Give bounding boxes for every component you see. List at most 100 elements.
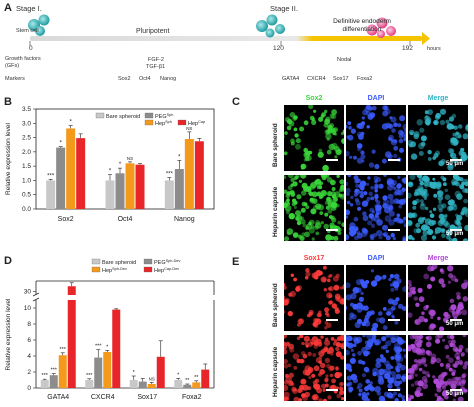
significance-label: ** [185, 378, 190, 384]
legend-swatch-0 [91, 258, 101, 265]
significance-label: * [119, 162, 122, 168]
gf-line2: (GFs) [5, 63, 20, 69]
timeline-arrowhead [422, 32, 430, 45]
cell-nuclei [408, 175, 468, 241]
hours-label: hours [427, 46, 441, 52]
scale-bar [388, 389, 400, 391]
micrograph-sox2-bare [284, 105, 344, 171]
panel-letter-b: B [4, 96, 12, 108]
significance-label: * [106, 344, 109, 350]
micrograph-bg [346, 105, 406, 171]
bar [66, 128, 76, 209]
significance-label: *** [86, 373, 93, 379]
chart-d: 0 2 4 6 8 10 30 Relative expression level GATA4 C… [5, 258, 215, 401]
bar [183, 384, 192, 388]
marker-oct4: Oct4 [139, 76, 151, 82]
significance-label: * [133, 370, 136, 376]
bar [40, 380, 49, 388]
micrograph-dapi-bare [346, 105, 406, 171]
row-header-heparin-capsule: Heparin capsule [272, 346, 279, 397]
significance-label: *** [42, 373, 49, 379]
y-tick-label: 3.0 [22, 120, 31, 127]
scale-bar [450, 389, 462, 391]
cell-nuclei [346, 335, 406, 401]
cell-nuclei [408, 265, 468, 331]
legend-sup-1: Sph-Dev [166, 259, 181, 263]
scale-bar-label: 50 μm [446, 161, 464, 167]
significance-label: * [59, 141, 62, 147]
row-header-heparin-capsule: Heparin capsule [272, 186, 279, 237]
column-header-sox17: Sox17 [303, 255, 325, 262]
cell-nuclei [408, 108, 468, 171]
cell-nuclei [284, 335, 344, 401]
marker-gata4: GATA4 [282, 76, 300, 82]
y-tick-label: 8 [27, 321, 31, 328]
bar [147, 384, 156, 388]
endoderm-label: Definitive endoderm differentiation [312, 18, 412, 34]
legend-label-1: PEGSph-Dev [154, 259, 180, 266]
markers-label: Markers [5, 76, 25, 82]
bar [103, 352, 112, 388]
gf-stage1-tgf: TGF-β1 [146, 64, 166, 70]
bar [56, 147, 66, 209]
stage2-cell-cluster [256, 14, 285, 38]
legend-sup-2: Sph [165, 120, 172, 124]
bar [184, 139, 194, 209]
legend-label-0: Bare spheroid [106, 114, 140, 120]
marker-cxcr4: CXCR4 [307, 76, 326, 82]
y-tick-label: 10 [24, 305, 32, 312]
legend-swatch-3 [177, 119, 187, 126]
marker-foxa2: Foxa2 [357, 76, 373, 82]
scale-bar-label: 50 μm [446, 391, 464, 397]
bar [138, 381, 147, 388]
x-tick-label: Sox17 [137, 394, 157, 401]
gf-stage2-nodal: Nodal [337, 57, 352, 63]
significance-label: * [109, 169, 112, 175]
x-tick-label: Nanog [174, 216, 195, 223]
scale-bar [388, 159, 400, 161]
legend-swatch-2 [144, 119, 154, 126]
micrograph-sox17-bare [284, 265, 344, 331]
gf-line1: Growth factors [5, 56, 41, 62]
bar [129, 380, 138, 388]
panel-letter-d: D [4, 255, 12, 267]
scale-bar [326, 229, 338, 231]
significance-label: *** [166, 172, 174, 178]
endoderm-cell-cluster [366, 17, 396, 38]
cell-nuclei [346, 105, 406, 170]
micrograph-merge-bare: 50 μm [408, 105, 468, 171]
y-tick-label: 2 [27, 369, 31, 376]
significance-label: NS [149, 376, 155, 381]
bar [164, 180, 174, 209]
significance-label: ** [194, 375, 199, 381]
bar [105, 180, 115, 209]
bar [174, 380, 183, 388]
pluripotent-label: Pluripotent [136, 28, 170, 35]
legend-swatch-1 [143, 258, 153, 265]
bar [135, 164, 145, 209]
x-tick-label: Foxa2 [182, 394, 202, 401]
legend-label-0: Bare spheroid [102, 260, 136, 266]
bar-lower [67, 300, 76, 388]
row-header-bare-spheroid: Bare spheroid [272, 283, 279, 327]
x-tick-label: Oct4 [118, 216, 133, 223]
bar [49, 375, 58, 388]
stem-cell-label: Stem cell [16, 28, 39, 34]
bar [125, 163, 135, 209]
bar [76, 138, 86, 209]
plot-frame [35, 108, 215, 210]
column-header-dapi: DAPI [367, 95, 385, 102]
significance-label: * [69, 120, 72, 126]
column-header-merge: Merge [427, 255, 449, 262]
y-tick-label: 2.0 [22, 149, 31, 156]
scale-bar [450, 229, 462, 231]
column-header-dapi: DAPI [367, 255, 385, 262]
significance-label: * [177, 372, 180, 378]
y-tick-label: 0.5 [22, 192, 31, 199]
bar [85, 380, 94, 388]
timeline-graphic [28, 14, 430, 46]
endoderm-label-line1: Definitive endoderm [333, 18, 391, 25]
x-tick-label: GATA4 [47, 394, 69, 401]
marker-sox17: Sox17 [333, 76, 349, 82]
marker-nanog: Nanog [160, 76, 177, 82]
